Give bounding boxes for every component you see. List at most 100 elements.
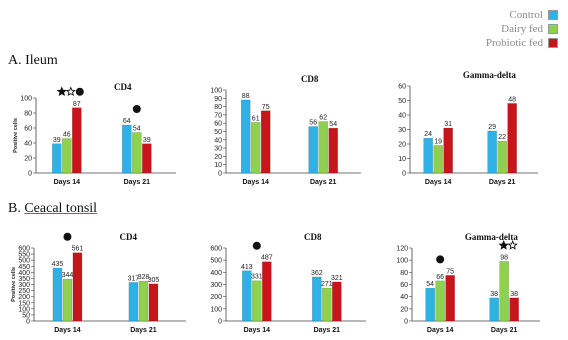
y-tick-label: 40 — [214, 137, 222, 144]
data-label: 24 — [424, 131, 432, 138]
y-tick-label: 20 — [398, 142, 406, 149]
chart-title: CD4 — [114, 82, 132, 92]
y-tick-label: 0 — [28, 171, 32, 178]
x-tick-label: Days 14 — [242, 179, 269, 186]
y-tick-label: 200 — [210, 294, 222, 301]
significance-dot-icon — [75, 87, 84, 96]
data-label: 48 — [508, 96, 516, 103]
y-tick-label: 50 — [398, 98, 406, 105]
bar — [72, 107, 82, 174]
y-tick-label: 80 — [400, 270, 408, 277]
bar — [497, 140, 507, 174]
y-tick-label: 600 — [18, 246, 30, 253]
legend-swatch — [548, 9, 558, 20]
bar — [122, 124, 132, 174]
y-tick-label: 0 — [218, 319, 222, 326]
y-tick-label: 400 — [210, 270, 222, 277]
data-label: 561 — [72, 246, 84, 253]
data-label: 75 — [446, 268, 454, 275]
section-name: Ileum — [25, 53, 58, 68]
bar — [435, 280, 445, 322]
bar — [148, 283, 159, 322]
y-tick-label: 60 — [400, 282, 408, 289]
data-label: 88 — [242, 93, 250, 100]
data-label: 39 — [143, 137, 151, 144]
x-tick-label: Days 14 — [427, 327, 454, 334]
data-label: 75 — [262, 104, 270, 111]
section-prefix: B. — [8, 201, 21, 216]
data-label: 87 — [73, 101, 81, 108]
y-tick-label: 450 — [18, 264, 30, 271]
bar — [240, 99, 251, 174]
bar — [443, 127, 453, 174]
bar — [423, 137, 433, 174]
x-tick-label: Days 14 — [425, 179, 452, 186]
data-label: 54 — [133, 126, 141, 133]
data-label: 305 — [148, 277, 160, 284]
data-label: 344 — [62, 272, 74, 279]
legend-label: Probiotic fed — [485, 36, 543, 49]
y-tick-label: 100 — [210, 306, 222, 313]
y-tick-label: 0 — [404, 319, 408, 326]
bar — [62, 138, 72, 174]
bar — [489, 297, 499, 322]
data-label: 54 — [426, 281, 434, 288]
y-tick-label: 70 — [214, 112, 222, 119]
significance-dot-icon — [132, 105, 141, 113]
bar — [318, 121, 328, 174]
x-tick-label: Days 21 — [491, 327, 518, 334]
bar — [242, 270, 252, 322]
bar — [312, 276, 322, 322]
data-label: 46 — [63, 132, 71, 139]
x-tick-label: Days 14 — [244, 327, 271, 334]
bar — [487, 130, 497, 174]
y-tick-label: 40 — [24, 141, 32, 148]
data-label: 39 — [53, 137, 61, 144]
bar — [499, 261, 509, 322]
significance-dot-icon — [252, 241, 261, 250]
data-label: 56 — [309, 120, 317, 127]
significance-dot-icon — [63, 232, 72, 241]
significance-star-outline-icon — [65, 86, 76, 97]
bar — [252, 280, 262, 322]
bar — [132, 132, 142, 174]
data-label: 66 — [436, 274, 444, 281]
x-tick-label: Days 14 — [54, 327, 81, 334]
y-tick-label: 100 — [396, 258, 408, 265]
x-tick-label: Days 21 — [489, 179, 516, 186]
y-tick-label: 550 — [18, 252, 30, 259]
data-label: 487 — [261, 255, 273, 262]
legend: Control Dairy fed Probiotic fed — [408, 8, 558, 50]
data-label: 38 — [510, 291, 518, 298]
significance-star-icon — [498, 240, 509, 250]
y-tick-label: 10 — [398, 156, 406, 163]
bar — [332, 281, 342, 322]
data-label: 31 — [444, 121, 452, 128]
y-tick-label: 20 — [400, 306, 408, 313]
y-tick-label: 40 — [400, 294, 408, 301]
data-label: 54 — [329, 121, 337, 128]
y-tick-label: 30 — [214, 146, 222, 153]
y-tick-label: 100 — [18, 306, 30, 313]
y-tick-label: 80 — [214, 104, 222, 111]
bar — [138, 280, 149, 322]
data-label: 328 — [138, 274, 150, 281]
legend-item-dairy: Dairy fed — [408, 22, 558, 35]
data-label: 22 — [498, 134, 506, 141]
y-tick-label: 150 — [18, 300, 30, 307]
y-tick-label: 50 — [214, 129, 222, 136]
data-label: 362 — [311, 270, 323, 277]
data-label: 271 — [321, 281, 333, 288]
legend-item-probiotic: Probiotic fed — [408, 36, 558, 49]
bar — [308, 126, 318, 174]
bar — [425, 287, 435, 322]
x-tick-label: Days 21 — [130, 327, 157, 334]
y-tick-label: 20 — [24, 156, 32, 163]
y-tick-label: 0 — [402, 171, 406, 178]
significance-dot-icon — [436, 255, 445, 264]
chart-panel: 0 100 200 300 400 500 600 CD8 413 331 487 Days 14 36… — [210, 232, 366, 334]
x-tick-label: Days 14 — [54, 179, 81, 186]
